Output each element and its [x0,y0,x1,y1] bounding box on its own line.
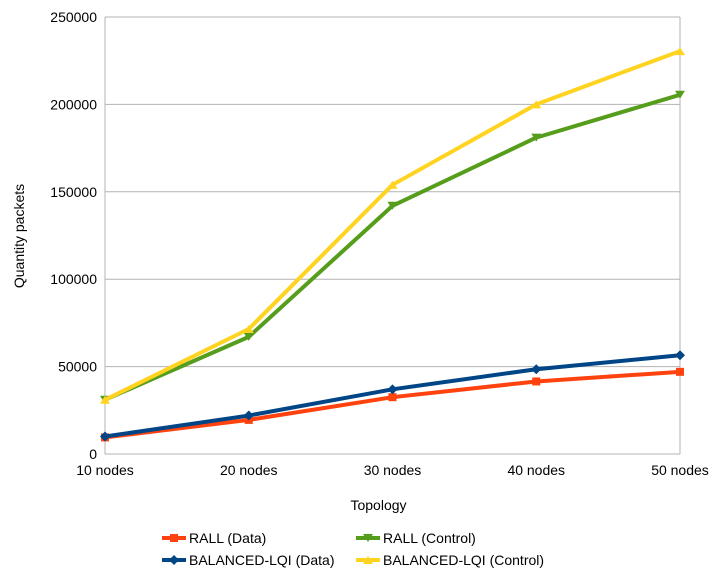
data-point [243,332,254,341]
legend-label: RALL (Control) [383,530,476,546]
legend-label: BALANCED-LQI (Control) [383,552,544,568]
data-point [531,100,542,109]
series-line [104,49,681,402]
legend: RALL (Data) RALL (Control) BALANCED-LQI (D… [162,530,544,568]
x-axis-title: Topology [350,497,406,513]
legend-label: BALANCED-LQI (Data) [189,552,334,568]
legend-item: RALL (Data) [162,530,266,546]
data-point [675,47,685,56]
x-tick-label: 20 nodes [220,462,278,478]
legend-swatch-marker [169,555,179,565]
x-tick-label: 30 nodes [364,462,422,478]
series-line [104,92,681,402]
data-point [100,431,110,442]
y-tick-label: 200000 [50,96,97,112]
data-point [243,410,254,421]
legend-item: RALL (Control) [356,530,476,546]
data-point [243,325,254,334]
y-tick-labels: 0 50000 100000 150000 200000 250000 [50,9,97,462]
series-3 [100,47,685,404]
data-point [387,180,398,189]
legend-swatch-marker [170,534,178,542]
data-point [531,133,542,142]
series-group [100,47,685,442]
x-tick-labels: 10 nodes 20 nodes 30 nodes 40 nodes 50 nodes [76,462,709,478]
data-point [387,384,398,395]
data-point [387,201,398,210]
series-line [104,369,681,440]
legend-item: BALANCED-LQI (Data) [162,552,334,568]
data-point [100,395,110,404]
x-tick-label: 40 nodes [507,462,565,478]
series-2 [100,350,685,442]
y-tick-label: 150000 [50,184,97,200]
legend-label: RALL (Data) [189,530,266,546]
data-point [676,367,684,376]
data-point [675,350,685,361]
legend-item: BALANCED-LQI (Control) [356,552,544,568]
y-tick-label: 0 [89,446,97,462]
data-point [532,377,541,386]
legend-swatch-marker [363,556,373,564]
series-1 [100,90,685,404]
series-0 [101,367,684,442]
x-tick-label: 50 nodes [651,462,709,478]
gridlines [104,16,681,455]
data-point [531,364,542,375]
data-point [675,90,685,99]
y-tick-label: 100000 [50,271,97,287]
legend-swatch-marker [363,534,373,542]
y-tick-label: 50000 [58,359,97,375]
y-tick-label: 250000 [50,9,97,25]
x-tick-label: 10 nodes [76,462,134,478]
y-axis-title: Quantity packets [11,184,27,288]
data-point [388,393,397,402]
